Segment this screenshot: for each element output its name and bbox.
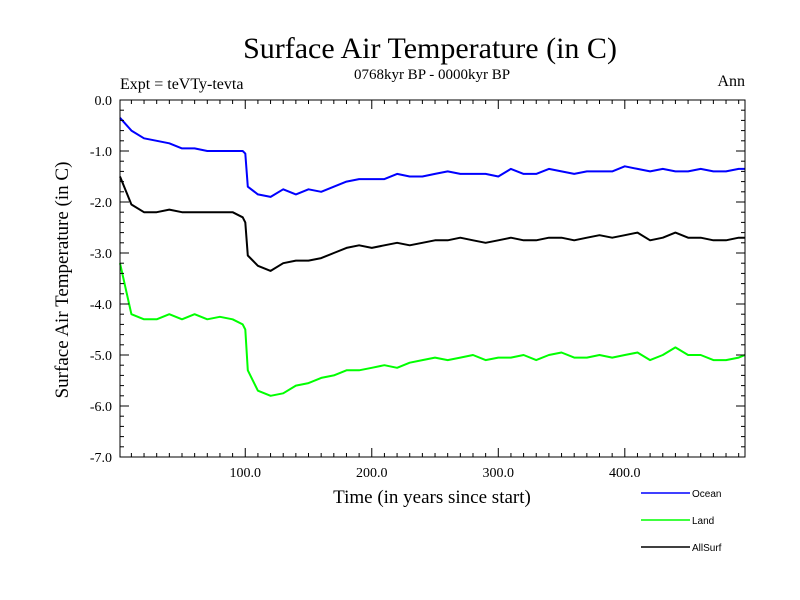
- x-tick-label: 200.0: [356, 466, 388, 481]
- legend-label-land: Land: [692, 516, 714, 527]
- y-tick-label: -3.0: [90, 247, 112, 262]
- y-tick-label: -5.0: [90, 349, 112, 364]
- x-axis-label: Time (in years since start): [333, 487, 531, 508]
- plot-frame: [119, 99, 746, 458]
- legend: Ocean Land AllSurf: [641, 489, 722, 554]
- y-tick-label: 0.0: [95, 94, 113, 109]
- chart-title: Surface Air Temperature (in C): [243, 32, 617, 65]
- series-line-allsurf: [119, 176, 745, 272]
- legend-label-allsurf: AllSurf: [692, 543, 722, 554]
- x-tick-label: 400.0: [609, 466, 641, 481]
- x-tick-label: 100.0: [230, 466, 262, 481]
- series-line-ocean: [119, 117, 745, 198]
- x-tick-label: 300.0: [483, 466, 515, 481]
- y-tick-label: -7.0: [90, 451, 112, 466]
- experiment-label: Expt = teVTy-tevta: [120, 76, 243, 93]
- y-tick-label: -1.0: [90, 145, 112, 160]
- season-label: Ann: [717, 73, 745, 90]
- plot-area: 0.0 -1.0 -2.0 -3.0 -4.0 -5.0 -6.0 -7.0 100.0 200.…: [90, 94, 746, 481]
- y-axis-label: Surface Air Temperature (in C): [52, 162, 73, 399]
- chart-subtitle: 0768kyr BP - 0000kyr BP: [354, 67, 510, 83]
- y-tick-label: -2.0: [90, 196, 112, 211]
- y-tick-label: -6.0: [90, 400, 112, 415]
- series-line-land: [119, 262, 746, 397]
- legend-label-ocean: Ocean: [692, 489, 721, 500]
- y-tick-label: -4.0: [90, 298, 112, 313]
